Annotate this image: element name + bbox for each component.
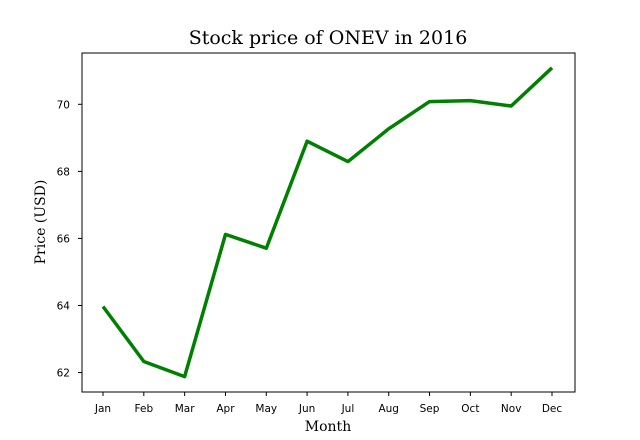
x-tick-label: Nov (501, 403, 522, 415)
x-tick-label: Dec (542, 403, 563, 415)
x-axis-label: Month (305, 419, 351, 435)
x-tick-label: May (255, 403, 277, 415)
x-tick-label: Jun (298, 403, 315, 415)
x-tick-label: Apr (216, 403, 235, 415)
plot-frame (81, 52, 576, 393)
x-tick-label: Sep (420, 403, 440, 415)
series-group (101, 66, 554, 379)
x-tick-label: Jan (94, 403, 111, 415)
x-tick-label: Mar (175, 403, 195, 415)
y-tick-label: 64 (57, 300, 71, 312)
x-tick-label: Oct (461, 403, 479, 415)
series-line (101, 66, 554, 379)
y-tick-label: 66 (57, 233, 71, 245)
x-tick-label: Jul (341, 403, 355, 415)
y-tick-label: 68 (57, 166, 70, 178)
axis-ticks: Jan Feb Mar Apr May Jun Jul Aug Sep Oct Nov Dec 62 64… (57, 99, 563, 415)
y-axis-label: Price (USD) (33, 180, 49, 265)
y-tick-label: 70 (57, 99, 70, 111)
x-tick-label: Aug (378, 403, 399, 415)
y-tick-label: 62 (57, 368, 70, 380)
x-tick-label: Feb (135, 403, 154, 415)
chart-title: Stock price of ONEV in 2016 (189, 27, 468, 49)
